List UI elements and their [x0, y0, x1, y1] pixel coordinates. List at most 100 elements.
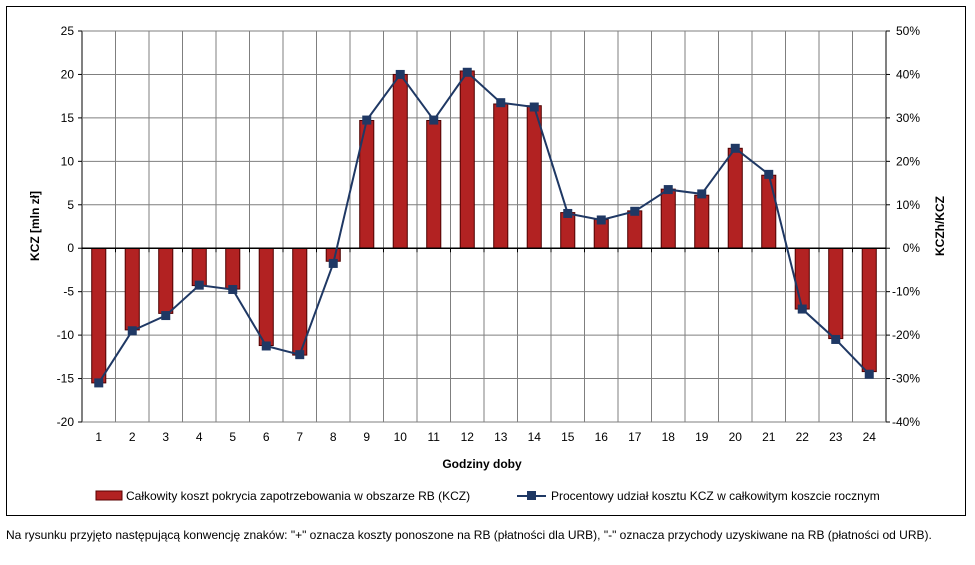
x-tick-label: 21	[762, 430, 776, 444]
left-tick-label: 15	[61, 111, 75, 125]
right-tick-label: 20%	[896, 154, 920, 168]
bar	[660, 188, 676, 249]
x-tick-label: 4	[196, 430, 203, 444]
line-point	[127, 326, 137, 336]
right-axis-ticks: 50% 40% 30% 20% 10% 0% -10% -20% -30% -40%	[886, 24, 920, 429]
bar	[124, 247, 140, 331]
line-point	[194, 280, 204, 290]
x-tick-label: 16	[595, 430, 609, 444]
bar	[761, 174, 777, 249]
x-tick-label: 19	[695, 430, 709, 444]
x-axis-title: Godziny doby	[442, 457, 522, 471]
left-tick-label: 0	[67, 241, 74, 255]
left-tick-label: 25	[61, 24, 75, 38]
line-point	[730, 143, 740, 153]
legend: Całkowity koszt pokrycia zapotrzebowania…	[95, 489, 880, 503]
line-point	[496, 98, 506, 108]
right-tick-label: -10%	[892, 285, 920, 299]
line-series	[94, 67, 874, 388]
bar	[158, 247, 174, 314]
line-point	[563, 208, 573, 218]
bar	[861, 247, 877, 373]
right-tick-label: -30%	[892, 372, 920, 386]
left-tick-label: -5	[63, 285, 74, 299]
x-tick-label: 12	[461, 430, 475, 444]
x-tick-label: 24	[863, 430, 877, 444]
line-point	[328, 258, 338, 268]
line-point	[228, 284, 238, 294]
line-point	[94, 378, 104, 388]
left-tick-label: -15	[57, 372, 75, 386]
left-tick-label: 10	[61, 154, 75, 168]
x-tick-label: 22	[796, 430, 810, 444]
left-tick-label: 5	[67, 198, 74, 212]
x-tick-label: 13	[494, 430, 508, 444]
bar	[459, 70, 475, 249]
bar	[727, 147, 743, 249]
line-point	[831, 334, 841, 344]
x-tick-label: 11	[428, 430, 441, 444]
x-tick-label: 1	[95, 430, 102, 444]
line-point	[161, 311, 171, 321]
right-tick-label: -20%	[892, 328, 920, 342]
bar	[392, 73, 408, 249]
bar	[493, 103, 509, 249]
left-tick-label: -10	[57, 328, 75, 342]
left-tick-label: 20	[61, 67, 75, 81]
line-point	[261, 341, 271, 351]
line-point	[864, 369, 874, 379]
bar	[694, 194, 710, 249]
bar	[828, 247, 844, 340]
right-axis-title: KCZh/KCZ	[933, 196, 947, 256]
line-point	[395, 69, 405, 79]
x-tick-label: 9	[363, 430, 370, 444]
line-point	[697, 189, 707, 199]
zero-axis	[81, 247, 887, 253]
x-tick-label: 8	[330, 430, 337, 444]
line-point	[663, 185, 673, 195]
x-tick-label: 2	[129, 430, 136, 444]
bar	[426, 119, 442, 249]
line-point	[797, 304, 807, 314]
line-point	[596, 215, 606, 225]
line-point	[529, 102, 539, 112]
x-tick-label: 3	[162, 430, 169, 444]
x-tick-label: 15	[561, 430, 575, 444]
x-tick-label: 17	[628, 430, 642, 444]
line-point	[429, 115, 439, 125]
left-axis-ticks: 25 20 15 10 5 0 -5 -10 -15 -20	[57, 24, 82, 429]
x-axis-ticks: 1 2 3 4 5 6 7 8 9 10 11 12 13 14 15 16 17 18 19 20 21 22 23 24	[95, 430, 876, 444]
legend-line-marker	[527, 491, 536, 500]
bar	[794, 247, 810, 310]
bar	[627, 210, 643, 249]
footnote-caption: Na rysunku przyjęto następującą konwencj…	[6, 528, 932, 542]
grid-lines	[81, 30, 887, 423]
legend-line-label: Procentowy udział kosztu KCZ w całkowity…	[551, 489, 880, 503]
right-tick-label: 50%	[896, 24, 920, 38]
x-tick-label: 6	[263, 430, 270, 444]
line-point	[764, 169, 774, 179]
right-tick-label: 10%	[896, 198, 920, 212]
right-tick-label: 0%	[903, 241, 921, 255]
x-tick-label: 7	[296, 430, 303, 444]
x-tick-label: 10	[394, 430, 408, 444]
bar	[91, 247, 107, 384]
right-tick-label: 30%	[896, 111, 920, 125]
bar	[191, 247, 207, 287]
legend-bar-label: Całkowity koszt pokrycia zapotrzebowania…	[126, 489, 470, 503]
line-point	[362, 115, 372, 125]
x-tick-label: 20	[729, 430, 743, 444]
x-tick-label: 14	[528, 430, 542, 444]
legend-bar-swatch	[95, 490, 123, 501]
line-point	[630, 206, 640, 216]
x-tick-label: 23	[829, 430, 843, 444]
right-tick-label: -40%	[892, 415, 920, 429]
line-path	[97, 70, 870, 384]
line-point	[295, 350, 305, 360]
x-tick-label: 5	[229, 430, 236, 444]
left-tick-label: -20	[57, 415, 75, 429]
bar	[225, 247, 241, 290]
x-tick-label: 18	[662, 430, 676, 444]
right-tick-label: 40%	[896, 67, 920, 81]
